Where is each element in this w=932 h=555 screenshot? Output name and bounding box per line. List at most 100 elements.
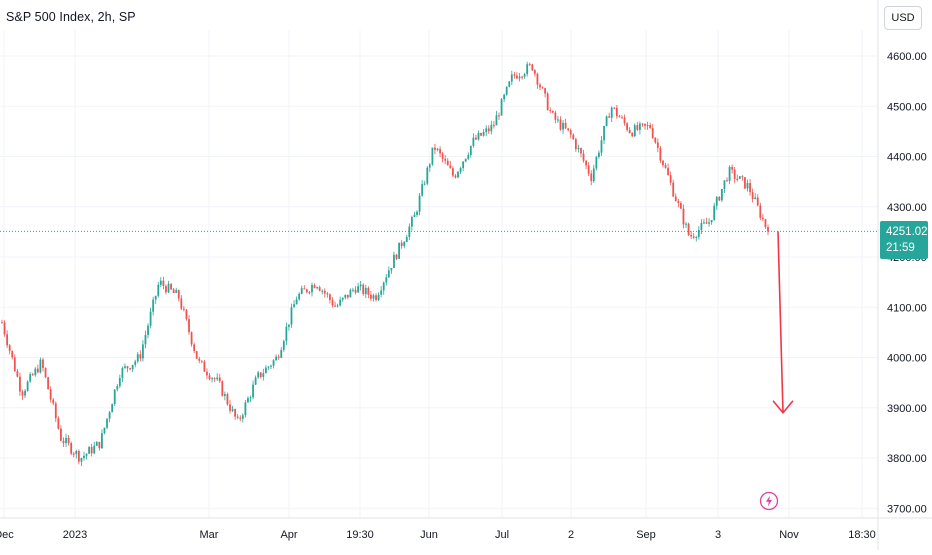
candle-body xyxy=(674,196,677,202)
candle-body xyxy=(485,128,488,133)
candle-body xyxy=(359,284,362,287)
candle-body xyxy=(19,376,21,392)
candle-body xyxy=(679,203,682,209)
candle-body xyxy=(326,293,329,295)
candle-body xyxy=(544,88,547,94)
candle-body xyxy=(221,381,224,396)
candle-body xyxy=(3,322,6,335)
candle-body xyxy=(697,229,700,237)
candle-body xyxy=(441,153,444,159)
candle-body xyxy=(498,115,500,117)
last-price-tag: 4251.02 21:59 xyxy=(880,221,928,259)
candle-body xyxy=(267,366,270,368)
candle-body xyxy=(101,433,103,449)
candle-body xyxy=(26,381,29,391)
candle-body xyxy=(198,358,201,361)
candle-body xyxy=(631,132,634,137)
candle-body xyxy=(608,116,611,118)
candle-body xyxy=(329,294,331,300)
candle-body xyxy=(344,294,347,298)
candle-body xyxy=(116,386,119,390)
candle-body xyxy=(262,373,265,377)
candle-body xyxy=(95,441,98,446)
candle-body xyxy=(605,116,608,126)
candle-body xyxy=(449,165,452,169)
chart-title: S&P 500 Index, 2h, SP xyxy=(6,10,136,24)
x-tick-label: 19:30 xyxy=(346,529,374,541)
candle-body xyxy=(300,288,303,294)
time-axis[interactable]: Dec 2023 Mar Apr 19:30 Jun Jul 2 Sep 3 Nov 18:30 xyxy=(0,517,932,541)
candle-body xyxy=(142,344,144,359)
candle-body xyxy=(334,305,336,307)
candle-body xyxy=(24,390,26,396)
candle-body xyxy=(720,188,723,201)
candle-body xyxy=(513,74,516,76)
x-tick-label: Mar xyxy=(200,529,219,541)
candle-body xyxy=(172,289,175,293)
candle-body xyxy=(77,451,80,462)
x-tick-label: Sep xyxy=(636,529,656,541)
candle-body xyxy=(403,241,406,247)
candle-body xyxy=(149,311,152,326)
candle-body xyxy=(539,84,541,88)
candle-body xyxy=(213,378,216,380)
candle-body xyxy=(34,368,37,376)
candle-body xyxy=(298,293,301,300)
candle-body xyxy=(749,183,751,193)
candle-body xyxy=(44,367,47,378)
candle-body xyxy=(308,292,311,294)
candle-body xyxy=(70,443,73,454)
candle-body xyxy=(623,117,626,124)
last-price-value: 4251.02 xyxy=(886,226,928,238)
candle-body xyxy=(421,184,424,196)
candle-body xyxy=(313,285,316,288)
candle-body xyxy=(418,195,421,212)
candle-body xyxy=(42,359,44,368)
lightning-bolt-icon[interactable] xyxy=(759,491,779,511)
candle-body xyxy=(398,242,400,259)
candle-body xyxy=(677,201,680,204)
candle-body xyxy=(21,391,24,396)
candle-body xyxy=(444,158,447,161)
candle-body xyxy=(375,295,377,300)
candle-body xyxy=(321,290,324,292)
candle-body xyxy=(590,173,593,182)
candle-body xyxy=(85,453,88,456)
candle-body xyxy=(111,404,114,413)
candle-body xyxy=(467,155,470,159)
candle-body xyxy=(264,367,267,374)
currency-button[interactable]: USD xyxy=(884,6,922,30)
candle-body xyxy=(47,377,50,390)
candle-body xyxy=(65,437,67,444)
candle-body xyxy=(387,270,390,278)
candle-body xyxy=(641,123,644,125)
candle-body xyxy=(541,87,544,89)
candle-body xyxy=(336,305,339,307)
candle-body xyxy=(223,394,226,396)
candle-body xyxy=(764,219,767,228)
candle-body xyxy=(139,354,142,359)
candle-body xyxy=(546,93,549,111)
candle-body xyxy=(554,112,557,120)
candle-body xyxy=(621,117,623,119)
candle-body xyxy=(88,447,91,454)
candle-body xyxy=(126,366,129,369)
candle-body xyxy=(459,168,462,172)
candle-body xyxy=(346,294,349,298)
candle-body xyxy=(649,125,652,129)
candle-body xyxy=(600,140,603,153)
y-tick-label: 4100.00 xyxy=(887,302,927,314)
candle-body xyxy=(93,445,96,454)
candle-body xyxy=(475,137,477,140)
candle-body xyxy=(626,123,628,130)
candle-body xyxy=(618,116,621,118)
y-tick-label: 3900.00 xyxy=(887,403,927,415)
candle-body xyxy=(11,350,14,358)
candle-body xyxy=(234,409,237,417)
x-tick-label: 2023 xyxy=(63,529,87,541)
candle-body xyxy=(316,287,319,289)
price-axis[interactable]: 4600.004500.004400.004300.004200.004100.… xyxy=(877,0,927,550)
candle-body xyxy=(362,284,365,295)
